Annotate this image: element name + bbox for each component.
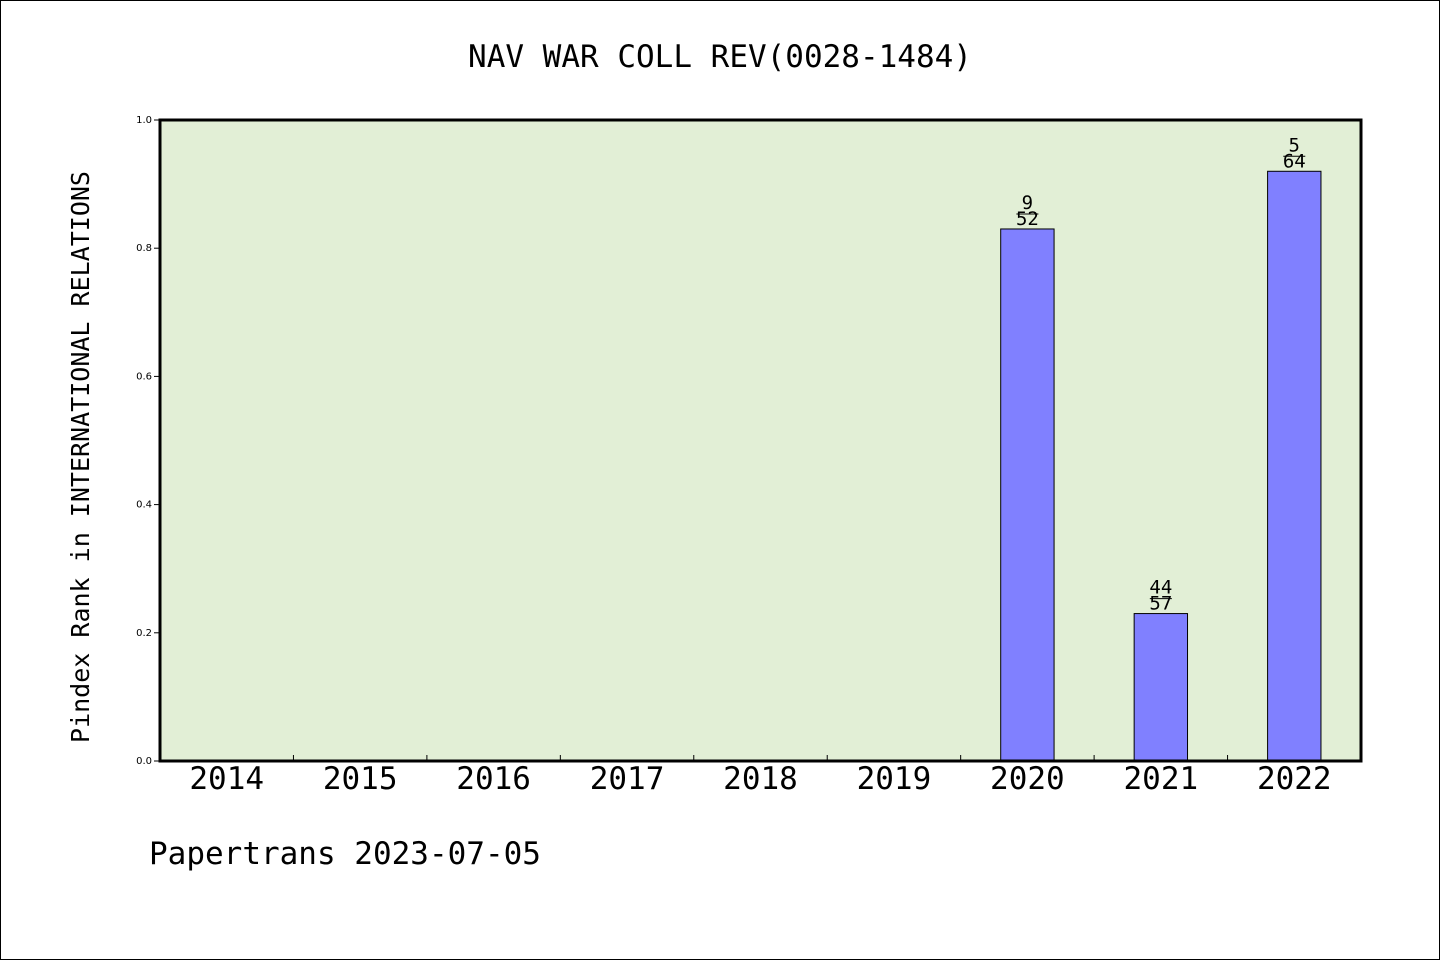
bar-2021: [1133, 613, 1189, 762]
y-tick-label: 1.0: [136, 115, 152, 126]
bar-label-top: 9: [1022, 192, 1033, 214]
y-axis-ticks: 0.0 0.2 0.4 0.6 0.8 1.0: [136, 115, 160, 767]
x-tick-label: 2017: [590, 761, 665, 797]
x-tick-label: 2021: [1124, 761, 1199, 797]
footer-credit: Papertrans 2023-07-05: [149, 836, 541, 872]
bar-label-top: 5: [1289, 134, 1300, 156]
x-tick-label: 2019: [857, 761, 932, 797]
bar-label-top: 44: [1149, 577, 1172, 599]
y-tick-label: 0.0: [136, 756, 152, 767]
bar-label-bottom: 64: [1283, 150, 1306, 172]
x-axis-ticks: 2014 2015 2016 2017 2018 2019 2020 2021 2022: [189, 755, 1332, 797]
bar-2022: [1267, 170, 1322, 762]
x-tick-label: 2022: [1257, 761, 1332, 797]
y-tick-label: 0.2: [136, 628, 152, 639]
x-tick-label: 2018: [723, 761, 798, 797]
x-tick-label: 2015: [323, 761, 398, 797]
y-tick-label: 0.4: [136, 500, 152, 511]
chart-title: NAV WAR COLL REV(0028-1484): [468, 39, 972, 75]
bar-label-bottom: 57: [1149, 593, 1172, 615]
plot-border: [158, 118, 1363, 763]
bars-group: [1000, 170, 1322, 762]
y-axis-label: Pindex Rank in INTERNATIONAL RELATIONS: [66, 171, 95, 743]
y-tick-label: 0.8: [136, 243, 152, 254]
y-tick-label: 0.6: [136, 371, 152, 382]
x-tick-label: 2016: [456, 761, 531, 797]
x-tick-label: 2020: [990, 761, 1065, 797]
bar-label-bottom: 52: [1016, 208, 1039, 230]
x-tick-label: 2014: [189, 761, 264, 797]
bar-2020: [1000, 228, 1055, 762]
